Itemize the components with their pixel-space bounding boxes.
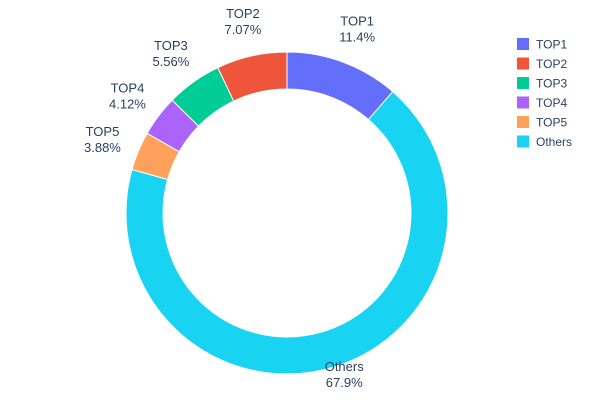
legend-label-top3: TOP3 [536,77,567,91]
slice-label-others: Others 67.9% [325,359,365,390]
slice-label-top5: TOP5 3.88% [84,124,121,155]
legend-label-top1: TOP1 [536,38,567,52]
legend-label-top4: TOP4 [536,96,567,110]
pie-slice-top2[interactable] [217,51,288,102]
pie-slice-others[interactable] [125,90,449,375]
legend-label-others: Others [536,135,572,149]
slice-label-top2: TOP2 7.07% [224,6,261,37]
legend-label-top2: TOP2 [536,57,567,71]
legend-swatch-top5 [517,116,529,128]
legend-item-top5[interactable]: TOP5 [517,116,567,130]
legend-item-others[interactable]: Others [517,135,572,149]
legend-item-top3[interactable]: TOP3 [517,77,567,91]
slice-label-top1: TOP1 11.4% [339,14,375,45]
slice-label-top4: TOP4 4.12% [109,80,146,111]
legend-swatch-top3 [517,77,529,89]
legend-swatch-top2 [517,57,529,70]
legend-swatch-top1 [517,38,529,50]
legend-swatch-top4 [517,96,529,109]
legend-item-top1[interactable]: TOP1 [517,38,567,52]
legend-item-top4[interactable]: TOP4 [517,96,567,110]
slice-label-top3: TOP3 5.56% [152,38,189,69]
legend-label-top5: TOP5 [536,116,567,130]
legend-swatch-others [517,135,529,148]
legend-item-top2[interactable]: TOP2 [517,57,567,71]
